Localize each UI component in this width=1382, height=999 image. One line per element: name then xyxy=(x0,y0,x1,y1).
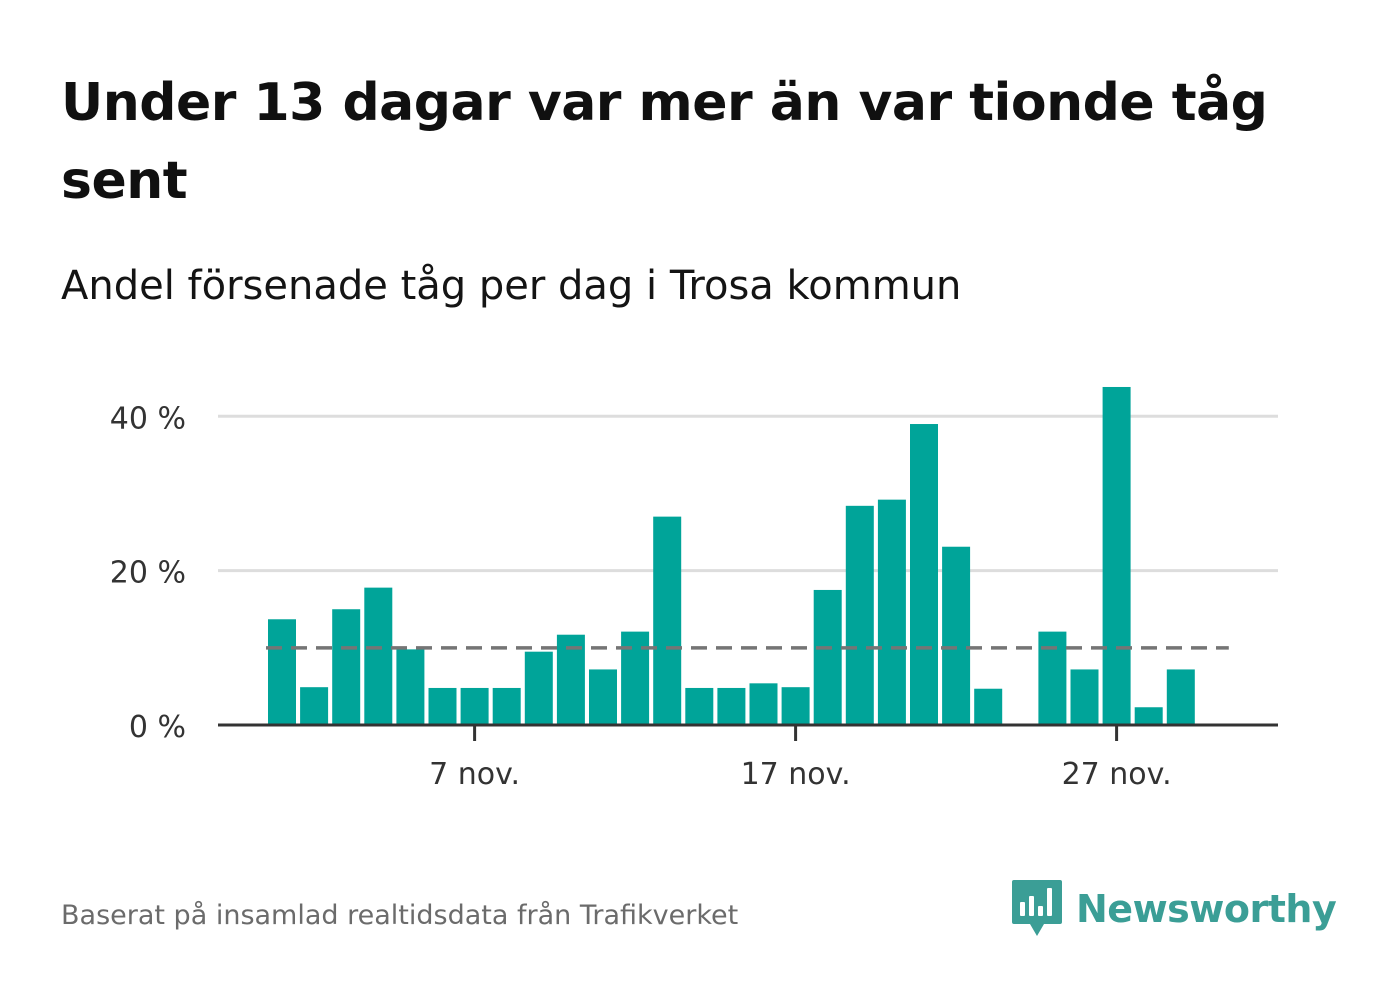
bar xyxy=(685,687,714,725)
bar xyxy=(1102,386,1131,725)
bar xyxy=(781,687,810,725)
bar xyxy=(717,687,746,725)
bar xyxy=(813,589,842,725)
x-tick-label: 17 nov. xyxy=(741,757,851,792)
bar xyxy=(589,669,617,725)
source-note: Baserat på insamlad realtidsdata från Tr… xyxy=(61,900,739,931)
bar xyxy=(749,683,778,725)
bar xyxy=(1038,631,1067,725)
newsworthy-chart-bubble-icon xyxy=(1012,880,1062,936)
chart-subtitle: Andel försenade tåg per dag i Trosa komm… xyxy=(61,263,962,309)
bar xyxy=(364,587,393,725)
x-axis: 7 nov. 17 nov. 27 nov. xyxy=(218,723,1278,792)
bars xyxy=(268,386,1195,725)
bar xyxy=(428,687,457,725)
x-tick-label: 27 nov. xyxy=(1062,757,1172,792)
logo-text: Newsworthy xyxy=(1076,887,1337,931)
bar xyxy=(524,651,553,725)
bar xyxy=(910,424,938,725)
bar xyxy=(653,516,682,725)
bar xyxy=(1134,707,1163,725)
bar-chart: 0 % 20 % 40 % 7 nov. 17 nov. 27 nov. xyxy=(110,386,1278,792)
x-tick-label: 7 nov. xyxy=(429,757,520,792)
y-tick-label: 40 % xyxy=(110,401,186,436)
bar xyxy=(268,619,296,725)
bar xyxy=(1070,669,1099,725)
bar xyxy=(300,687,329,725)
bar xyxy=(1166,669,1195,725)
bar xyxy=(332,609,361,725)
y-tick-label: 0 % xyxy=(129,710,186,745)
bar xyxy=(877,499,906,725)
bar xyxy=(942,546,971,725)
bar xyxy=(396,649,425,725)
bar xyxy=(556,634,585,725)
bar xyxy=(492,687,521,725)
chart-title: Under 13 dagar var mer än var tionde tåg… xyxy=(61,73,1268,211)
grid-lines xyxy=(218,414,1278,573)
bar xyxy=(621,631,650,725)
y-tick-label: 20 % xyxy=(110,556,186,591)
bar xyxy=(460,687,489,725)
bar xyxy=(845,505,874,725)
y-axis-labels: 0 % 20 % 40 % xyxy=(110,401,186,745)
newsworthy-logo[interactable]: Newsworthy xyxy=(1010,878,1337,940)
bar xyxy=(974,688,1003,725)
